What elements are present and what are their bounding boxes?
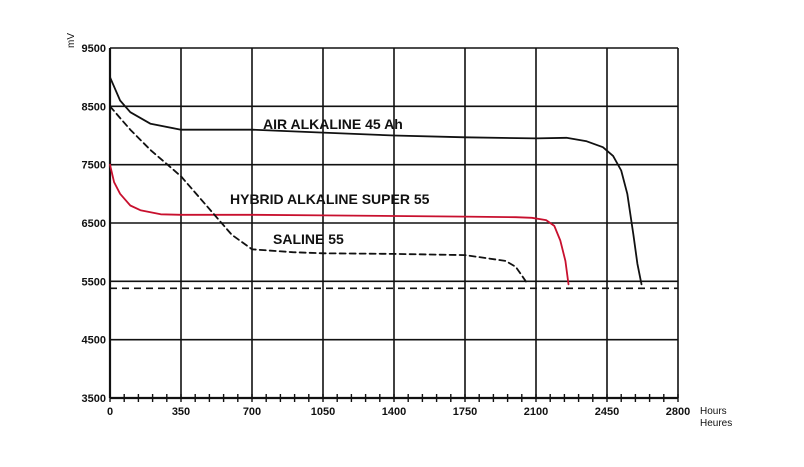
x-tick-label-2800: 2800 [666, 406, 690, 418]
grid [109, 47, 679, 399]
series-label-hybrid-alkaline-super-55: HYBRID ALKALINE SUPER 55 [230, 191, 430, 207]
y-tick-label-5500: 5500 [82, 276, 106, 288]
x-tick-label-2100: 2100 [524, 406, 548, 418]
x-tick-label-350: 350 [172, 406, 190, 418]
x-axis-unit-label-en: Hours [700, 406, 727, 417]
x-tick-label-1050: 1050 [311, 406, 335, 418]
series-label-air-alkaline-45-ah: AIR ALKALINE 45 Ah [263, 116, 403, 132]
y-tick-label-4500: 4500 [82, 335, 106, 347]
y-tick-label-8500: 8500 [82, 101, 106, 113]
x-tick-label-1400: 1400 [382, 406, 406, 418]
y-tick-label-6500: 6500 [82, 218, 106, 230]
series-line-air-alkaline-45-ah [109, 76, 643, 286]
y-tick-label-3500: 3500 [82, 393, 106, 405]
y-tick-label-7500: 7500 [82, 160, 106, 172]
series-line-hybrid-alkaline-super-55 [109, 163, 570, 286]
x-tick-label-0: 0 [107, 406, 113, 418]
y-tick-label-9500: 9500 [82, 43, 106, 55]
y-axis-unit-label: mV [66, 33, 77, 48]
series [109, 76, 643, 286]
x-tick-label-700: 700 [243, 406, 261, 418]
x-tick-label-2450: 2450 [595, 406, 619, 418]
x-axis-unit-label-fr: Heures [700, 418, 732, 429]
series-line-saline-55 [109, 105, 529, 286]
x-tick-label-1750: 1750 [453, 406, 477, 418]
tick-labels: 0 350 700 1050 1400 1750 2100 2450 2800 3500 4500 5… [82, 43, 691, 418]
series-label-saline-55: SALINE 55 [273, 231, 344, 247]
series-labels: AIR ALKALINE 45 Ah HYBRID ALKALINE SUPER … [230, 116, 430, 247]
